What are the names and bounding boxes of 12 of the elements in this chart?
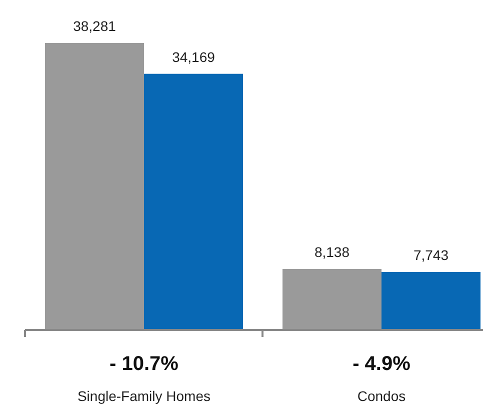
x-tick-label: Single-Family Homes xyxy=(77,388,211,404)
x-tick-label: Condos xyxy=(357,388,406,404)
data-label: 38,281 xyxy=(73,18,116,34)
bar xyxy=(45,43,144,330)
data-label: 7,743 xyxy=(413,246,449,263)
bar xyxy=(144,74,243,330)
text: - 4.9% xyxy=(352,353,411,375)
data-label: 8,138 xyxy=(314,244,350,260)
text: - 10.7% xyxy=(110,353,179,375)
data-label: 34,169 xyxy=(172,48,216,65)
bar xyxy=(382,272,480,330)
bar xyxy=(282,268,382,330)
